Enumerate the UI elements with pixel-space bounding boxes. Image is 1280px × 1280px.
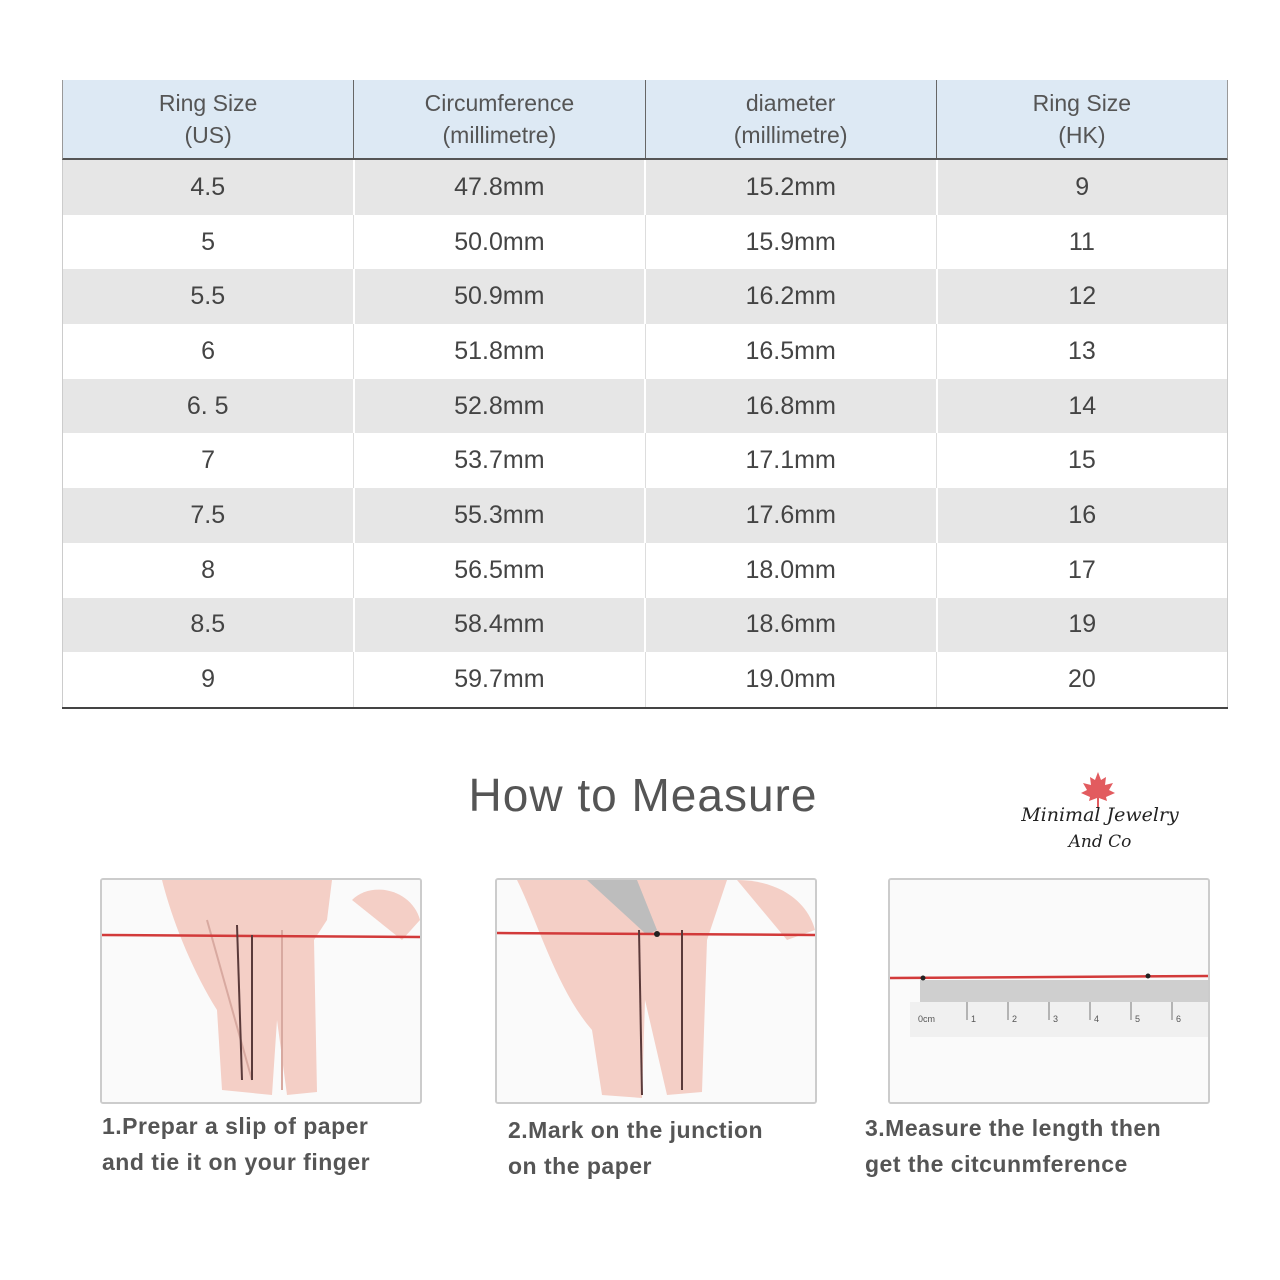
- table-row: 7 53.7mm 17.1mm 15: [62, 433, 1228, 489]
- cell-circumference: 56.5mm: [354, 542, 646, 598]
- cell-circumference: 53.7mm: [354, 433, 646, 489]
- cell-diameter: 19.0mm: [646, 652, 937, 707]
- cell-diameter: 18.6mm: [646, 597, 938, 653]
- cell-hk-size: 15: [1067, 446, 1096, 475]
- cell-us-size: 8: [63, 542, 355, 598]
- table-row: 8.5 58.4mm 18.6mm 19: [62, 597, 1228, 653]
- cell-hk-size: 11: [1068, 227, 1095, 256]
- table-row: 4.5 47.8mm 15.2mm 9: [62, 160, 1228, 215]
- cell-us-size: 5.5: [63, 269, 355, 325]
- cell-circumference: 50.9mm: [355, 269, 646, 325]
- table-row: 7.5 55.3mm 17.6mm 16: [62, 488, 1228, 543]
- step2-image: [495, 878, 817, 1104]
- header-hk-size: Ring Size (HK): [1032, 90, 1132, 148]
- cell-diameter: 16.5mm: [646, 324, 937, 379]
- hand-with-string-illustration: [102, 880, 420, 1102]
- table-row: 6 51.8mm 16.5mm 13: [62, 324, 1228, 379]
- header-diameter: diameter (millimetre): [646, 80, 937, 158]
- hand-marking-illustration: [497, 880, 815, 1102]
- ruler-label: 4: [1094, 1014, 1099, 1024]
- cell-hk-size: 13: [1067, 336, 1096, 365]
- table-row: 5.5 50.9mm 16.2mm 12: [62, 269, 1228, 325]
- cell-hk-size: 12: [1068, 282, 1097, 311]
- cell-us-size: 7: [63, 433, 355, 489]
- ruler-label: 0cm: [918, 1014, 935, 1024]
- cell-diameter: 16.8mm: [646, 378, 938, 434]
- how-to-measure-title: How to Measure: [468, 769, 818, 821]
- ruler-label: 1: [971, 1014, 976, 1024]
- cell-circumference: 58.4mm: [355, 597, 646, 653]
- ring-size-table: Ring Size (US) Circumference (millimetre) …: [62, 80, 1228, 709]
- cell-diameter: 15.2mm: [646, 160, 938, 215]
- cell-us-size: 6. 5: [63, 378, 355, 434]
- cell-circumference: 51.8mm: [354, 324, 646, 379]
- step1-caption: 1.Prepar a slip of paper and tie it on yo…: [102, 1113, 371, 1175]
- header-circumference: Circumference (millimetre): [354, 80, 646, 158]
- cell-hk-size: 17: [1067, 555, 1096, 584]
- cell-us-size: 9: [63, 652, 355, 707]
- header-us-size: Ring Size (US): [63, 80, 355, 158]
- ruler-label: 5: [1135, 1014, 1140, 1024]
- cell-diameter: 18.0mm: [646, 542, 937, 598]
- ruler-label: 3: [1053, 1014, 1058, 1024]
- cell-diameter: 17.6mm: [646, 488, 938, 543]
- cell-diameter: 15.9mm: [646, 214, 937, 270]
- table-row: 5 50.0mm 15.9mm 11: [62, 214, 1228, 270]
- cell-hk-size: 14: [1068, 391, 1097, 420]
- cell-hk-size: 20: [1067, 665, 1096, 694]
- ruler-label: 2: [1012, 1014, 1017, 1024]
- table-row: 6. 5 52.8mm 16.8mm 14: [62, 378, 1228, 434]
- brand-logo: Minimal Jewelry And Co: [1010, 770, 1190, 860]
- step3-image: 0cm 1 2 3 4 5 6: [888, 878, 1210, 1104]
- table-bottom-border: [62, 706, 1228, 709]
- cell-circumference: 52.8mm: [355, 378, 646, 434]
- table-header: Ring Size (US) Circumference (millimetre) …: [62, 80, 1228, 160]
- cell-circumference: 55.3mm: [355, 488, 646, 543]
- step1-image: [100, 878, 422, 1104]
- cell-hk-size: 16: [1068, 500, 1097, 529]
- cell-hk-size: 9: [1075, 172, 1090, 201]
- ruler-illustration: 0cm 1 2 3 4 5 6: [890, 880, 1208, 1102]
- cell-circumference: 47.8mm: [355, 160, 646, 215]
- cell-circumference: 50.0mm: [354, 214, 646, 270]
- ruler-label: 6: [1176, 1014, 1181, 1024]
- cell-diameter: 17.1mm: [646, 433, 937, 489]
- cell-us-size: 7.5: [63, 488, 355, 543]
- cell-us-size: 8.5: [63, 597, 355, 653]
- step3-caption: 3.Measure the length then get the citcunm…: [865, 1115, 1162, 1177]
- cell-us-size: 4.5: [63, 160, 355, 215]
- cell-us-size: 5: [63, 214, 355, 270]
- cell-diameter: 16.2mm: [646, 269, 938, 325]
- maple-leaf-icon: [1081, 772, 1115, 808]
- cell-hk-size: 19: [1068, 610, 1097, 639]
- step2-caption: 2.Mark on the junction on the paper: [508, 1117, 764, 1179]
- cell-circumference: 59.7mm: [354, 652, 646, 707]
- cell-us-size: 6: [63, 324, 355, 379]
- table-row: 9 59.7mm 19.0mm 20: [62, 652, 1228, 707]
- table-row: 8 56.5mm 18.0mm 17: [62, 542, 1228, 598]
